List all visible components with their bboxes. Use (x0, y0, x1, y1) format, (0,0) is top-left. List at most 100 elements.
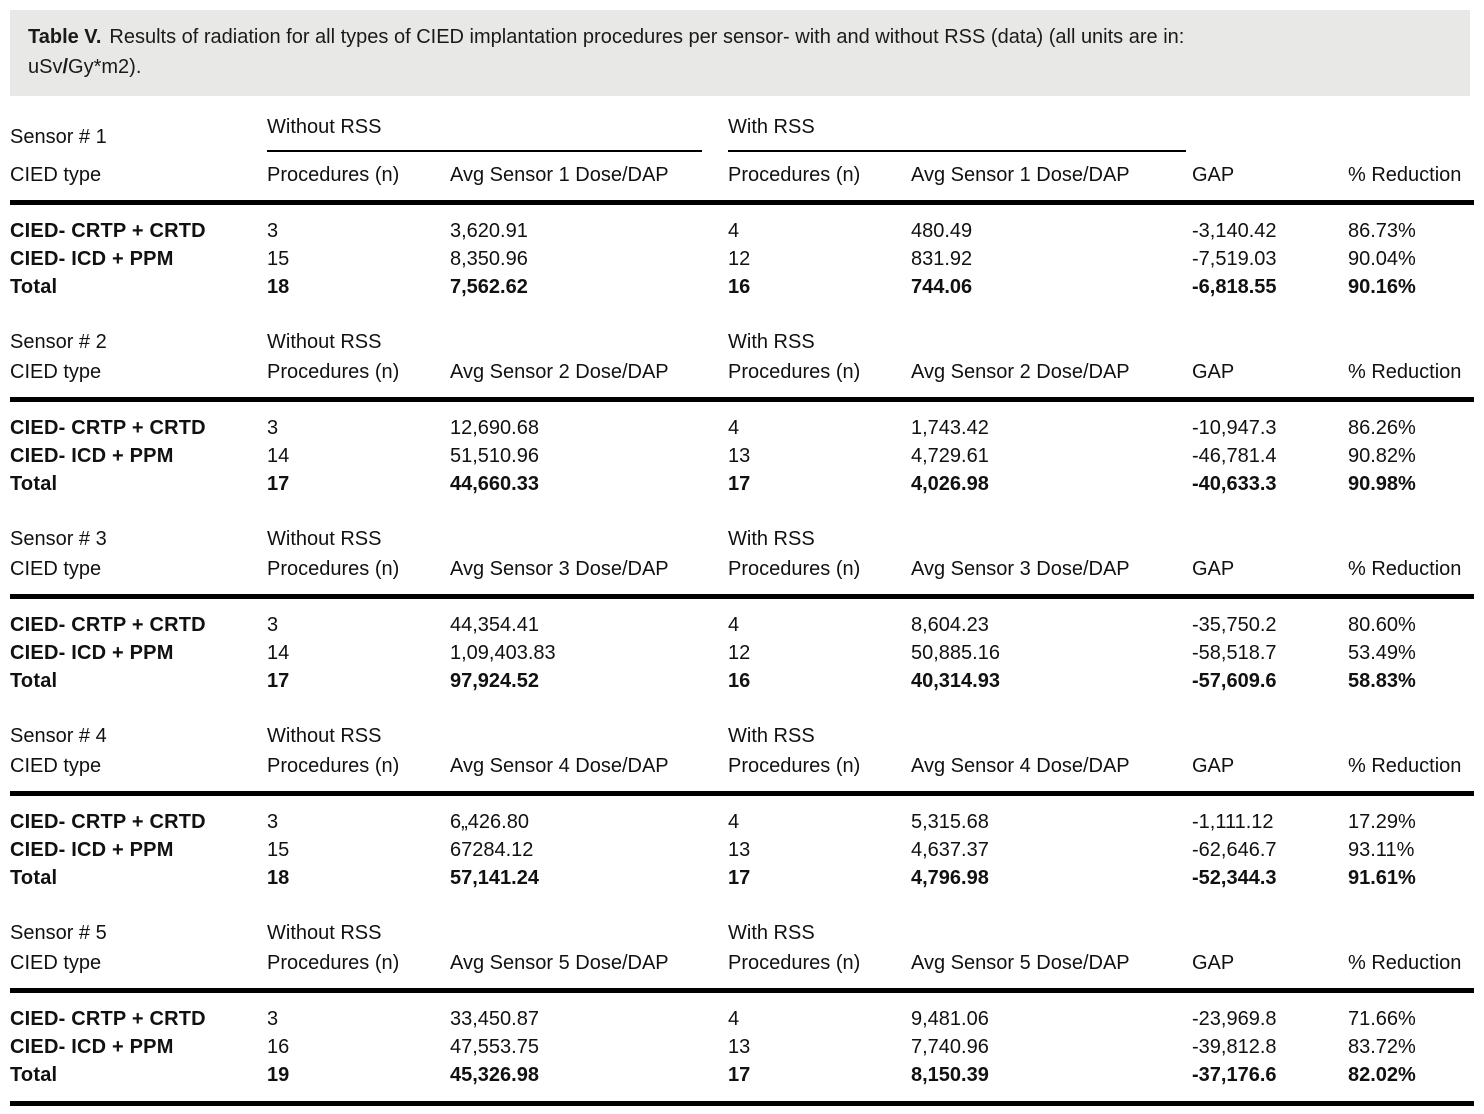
cell-cied-type: CIED- CRTP + CRTD (10, 417, 206, 439)
col-header-procedures-without: Procedures (n) (267, 164, 400, 186)
cell-avg-dose-with: 4,637.37 (911, 839, 989, 861)
cell-avg-dose-without: 51,510.96 (450, 445, 539, 467)
cell-gap: -52,344.3 (1192, 867, 1277, 889)
cell-procedures-without: 3 (267, 811, 279, 833)
cell-avg-dose-with: 4,729.61 (911, 445, 989, 467)
table-row-icd-ppm: CIED- ICD + PPM 15 67284.12 13 4,637.37 … (10, 836, 1474, 864)
cell-procedures-without: 15 (267, 248, 290, 270)
col-header-avg-dose-with: Avg Sensor 1 Dose/DAP (911, 164, 1130, 186)
table-row-total: Total 18 7,562.62 16 744.06 -6,818.55 90… (10, 273, 1474, 301)
sensor-header-row: Sensor # 2 Without RSS With RSS (10, 327, 1474, 357)
cell-procedures-without: 17 (267, 473, 290, 495)
column-header-row: CIED type Procedures (n) Avg Sensor 5 Do… (10, 948, 1474, 978)
cell-avg-dose-without: 57,141.24 (450, 867, 539, 889)
group-header-with-rss: With RSS (728, 331, 815, 353)
cell-gap: -58,518.7 (1192, 642, 1277, 664)
cell-cied-type: CIED- CRTP + CRTD (10, 811, 206, 833)
cell-avg-dose-without: 97,924.52 (450, 670, 539, 692)
radiation-results-table: Sensor # 1 Without RSS With RSS CIED typ… (10, 112, 1474, 1089)
cell-cied-type: Total (10, 670, 58, 692)
cell-reduction: 17.29% (1348, 811, 1416, 833)
cell-avg-dose-with: 40,314.93 (911, 670, 1000, 692)
table-row-crtp-crtd: CIED- CRTP + CRTD 3 44,354.41 4 8,604.23… (10, 611, 1474, 639)
cell-procedures-without: 15 (267, 839, 290, 861)
sensor-label: Sensor # 2 (10, 331, 107, 353)
cell-reduction: 90.98% (1348, 473, 1416, 495)
cell-cied-type: CIED- CRTP + CRTD (10, 614, 206, 636)
table-caption: Table V. Results of radiation for all typ… (10, 10, 1470, 96)
col-header-reduction: % Reduction (1348, 755, 1462, 777)
sensor-label: Sensor # 1 (10, 126, 107, 148)
cell-cied-type: CIED- CRTP + CRTD (10, 220, 206, 242)
cell-procedures-without: 3 (267, 614, 279, 636)
col-header-procedures-without: Procedures (n) (267, 558, 400, 580)
cell-procedures-with: 13 (728, 445, 751, 467)
col-header-avg-dose-without: Avg Sensor 1 Dose/DAP (450, 164, 669, 186)
cell-cied-type: Total (10, 1064, 58, 1086)
cell-procedures-with: 4 (728, 220, 740, 242)
cell-procedures-without: 3 (267, 220, 279, 242)
sensor-section: Sensor # 4 Without RSS With RSS CIED typ… (10, 721, 1474, 892)
cell-avg-dose-with: 8,150.39 (911, 1064, 989, 1086)
cell-procedures-with: 17 (728, 1064, 751, 1086)
cell-cied-type: CIED- ICD + PPM (10, 839, 174, 861)
cell-reduction: 86.26% (1348, 417, 1416, 439)
col-header-gap: GAP (1192, 755, 1235, 777)
cell-gap: -1,111.12 (1192, 811, 1274, 833)
table-row-icd-ppm: CIED- ICD + PPM 14 1,09,403.83 12 50,885… (10, 639, 1474, 667)
cell-gap: -6,818.55 (1192, 276, 1277, 298)
group-header-without-rss: Without RSS (267, 528, 382, 550)
col-header-cied-type: CIED type (10, 755, 102, 777)
cell-reduction: 80.60% (1348, 614, 1416, 636)
cell-gap: -39,812.8 (1192, 1036, 1277, 1058)
col-header-gap: GAP (1192, 952, 1235, 974)
group-header-with-rss: With RSS (728, 725, 815, 747)
col-header-avg-dose-without: Avg Sensor 2 Dose/DAP (450, 361, 669, 383)
cell-gap: -40,633.3 (1192, 473, 1277, 495)
sensor-header-row: Sensor # 3 Without RSS With RSS (10, 524, 1474, 554)
cell-avg-dose-without: 33,450.87 (450, 1008, 539, 1030)
cell-reduction: 91.61% (1348, 867, 1416, 889)
col-header-reduction: % Reduction (1348, 164, 1462, 186)
table-row-icd-ppm: CIED- ICD + PPM 16 47,553.75 13 7,740.96… (10, 1033, 1474, 1061)
group-header-with-rss: With RSS (728, 528, 815, 550)
table-bottom-rule (10, 1101, 1474, 1106)
cell-cied-type: CIED- ICD + PPM (10, 248, 174, 270)
col-header-cied-type: CIED type (10, 361, 102, 383)
col-header-gap: GAP (1192, 558, 1235, 580)
group-header-without-rss: Without RSS (267, 331, 382, 353)
table-row-icd-ppm: CIED- ICD + PPM 15 8,350.96 12 831.92 -7… (10, 245, 1474, 273)
caption-unit-slash: / (62, 56, 69, 78)
col-header-reduction: % Reduction (1348, 558, 1462, 580)
cell-gap: -23,969.8 (1192, 1008, 1277, 1030)
cell-procedures-with: 12 (728, 642, 751, 664)
cell-avg-dose-without: 7,562.62 (450, 276, 528, 298)
cell-reduction: 58.83% (1348, 670, 1416, 692)
col-header-avg-dose-without: Avg Sensor 5 Dose/DAP (450, 952, 669, 974)
col-header-reduction: % Reduction (1348, 952, 1462, 974)
cell-avg-dose-with: 50,885.16 (911, 642, 1000, 664)
cell-avg-dose-with: 1,743.42 (911, 417, 989, 439)
col-header-cied-type: CIED type (10, 952, 102, 974)
header-rule (10, 397, 1474, 402)
caption-unit-pre: uSv (28, 56, 63, 78)
column-header-row: CIED type Procedures (n) Avg Sensor 3 Do… (10, 554, 1474, 584)
cell-avg-dose-without: 47,553.75 (450, 1036, 539, 1058)
cell-cied-type: CIED- ICD + PPM (10, 1036, 174, 1058)
col-header-procedures-without: Procedures (n) (267, 952, 400, 974)
sensor-header-row: Sensor # 4 Without RSS With RSS (10, 721, 1474, 751)
col-header-procedures-with: Procedures (n) (728, 361, 861, 383)
cell-reduction: 90.16% (1348, 276, 1416, 298)
cell-avg-dose-with: 5,315.68 (911, 811, 989, 833)
cell-procedures-with: 4 (728, 811, 740, 833)
cell-gap: -3,140.42 (1192, 220, 1277, 242)
header-rule (10, 594, 1474, 599)
cell-gap: -7,519.03 (1192, 248, 1277, 270)
cell-gap: -35,750.2 (1192, 614, 1277, 636)
cell-procedures-without: 19 (267, 1064, 290, 1086)
cell-avg-dose-without: 12,690.68 (450, 417, 539, 439)
cell-gap: -62,646.7 (1192, 839, 1277, 861)
table-row-total: Total 19 45,326.98 17 8,150.39 -37,176.6… (10, 1061, 1474, 1089)
col-header-procedures-with: Procedures (n) (728, 952, 861, 974)
table-number-label: Table V. (28, 26, 102, 48)
